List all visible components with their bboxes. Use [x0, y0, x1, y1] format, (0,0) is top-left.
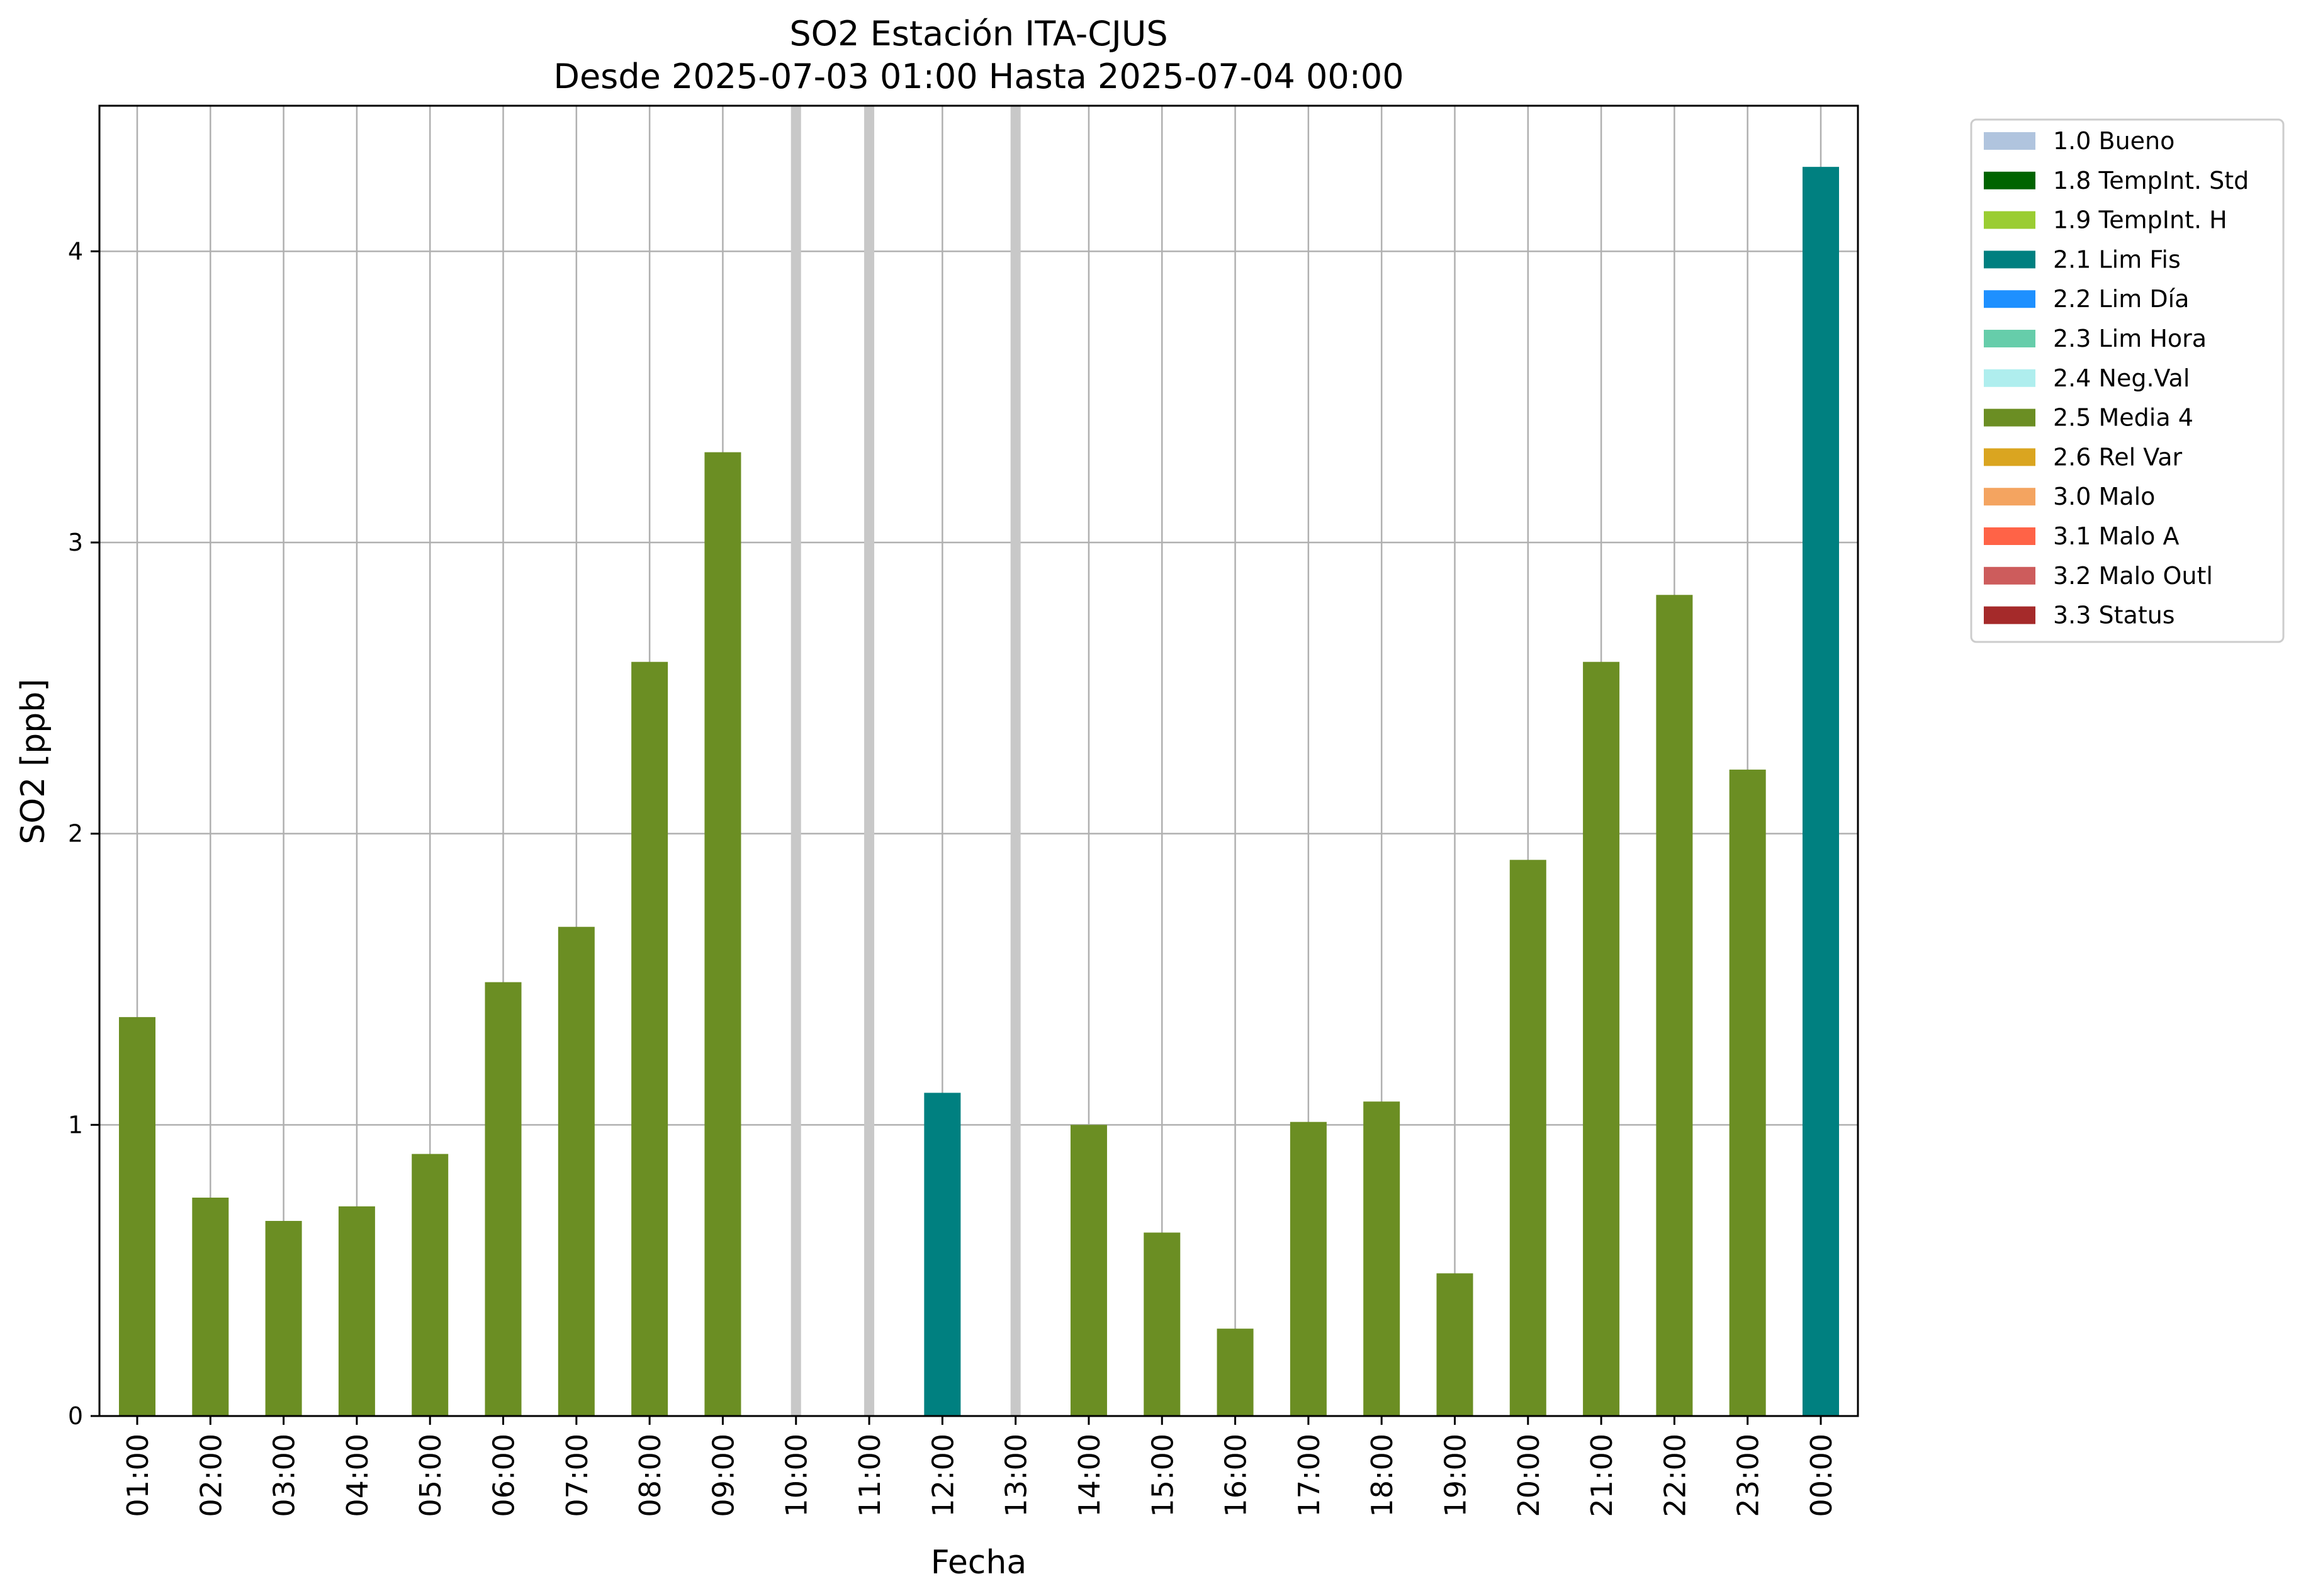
legend-swatch — [1984, 566, 2035, 585]
x-tick-label: 04:00 — [340, 1434, 374, 1517]
x-tick-label: 09:00 — [706, 1434, 740, 1517]
legend-label: 3.2 Malo Outl — [2053, 562, 2213, 590]
x-tick-label: 00:00 — [1804, 1434, 1838, 1517]
bar — [1436, 1273, 1473, 1416]
legend-label: 3.3 Status — [2053, 602, 2175, 629]
x-tick-label: 07:00 — [560, 1434, 594, 1517]
legend-swatch — [1984, 369, 2035, 387]
bar — [265, 1221, 302, 1416]
x-tick-label: 16:00 — [1219, 1434, 1253, 1517]
x-tick-label: 08:00 — [633, 1434, 667, 1517]
bar — [412, 1154, 449, 1416]
legend-swatch — [1984, 132, 2035, 150]
legend-label: 2.2 Lim Día — [2053, 285, 2189, 313]
legend-swatch — [1984, 250, 2035, 269]
x-axis-ticks: 01:00 02:00 03:00 04:00 05:00 06:00 07:00 08:00… — [121, 1416, 1838, 1517]
x-tick-label: 23:00 — [1731, 1434, 1765, 1517]
x-tick-label: 21:00 — [1585, 1434, 1619, 1517]
y-axis-ticks: 0 1 2 3 4 — [68, 237, 99, 1430]
bar — [704, 452, 741, 1417]
missing-data-markers — [790, 106, 1021, 1416]
x-tick-label: 03:00 — [267, 1434, 301, 1517]
bar — [485, 982, 522, 1416]
legend-label: 3.0 Malo — [2053, 483, 2155, 510]
bar — [1509, 860, 1546, 1416]
legend-label: 3.1 Malo A — [2053, 522, 2179, 550]
bars — [119, 167, 1839, 1417]
x-tick-label: 10:00 — [780, 1434, 814, 1517]
legend-label: 2.4 Neg.Val — [2053, 364, 2190, 392]
legend-frame — [1970, 118, 2285, 643]
x-tick-label: 12:00 — [926, 1434, 960, 1517]
y-tick-label: 0 — [68, 1402, 83, 1430]
legend-swatch — [1984, 448, 2035, 466]
chart-title: SO2 Estación ITA-CJUS — [789, 14, 1167, 53]
bar — [558, 926, 595, 1416]
legend-swatch — [1984, 211, 2035, 229]
x-tick-label: 13:00 — [999, 1434, 1033, 1517]
bar — [338, 1206, 375, 1416]
x-tick-label: 11:00 — [853, 1434, 887, 1517]
legend-swatch — [1984, 527, 2035, 545]
y-tick-label: 4 — [68, 237, 83, 265]
chart-subtitle: Desde 2025-07-03 01:00 Hasta 2025-07-04 … — [553, 57, 1404, 96]
bar — [1217, 1329, 1254, 1416]
bar — [1656, 595, 1693, 1416]
bar — [1363, 1101, 1400, 1416]
bar — [1803, 167, 1839, 1416]
bar — [1070, 1125, 1107, 1416]
legend-swatch — [1984, 606, 2035, 624]
legend-label: 1.9 TempInt. H — [2053, 206, 2227, 234]
x-tick-label: 06:00 — [487, 1434, 521, 1517]
legend-swatch — [1984, 408, 2035, 427]
x-tick-label: 01:00 — [121, 1434, 155, 1517]
legend-label: 2.1 Lim Fis — [2053, 245, 2181, 273]
x-tick-label: 22:00 — [1658, 1434, 1692, 1517]
missing-data-marker — [1010, 106, 1021, 1416]
x-tick-label: 20:00 — [1512, 1434, 1546, 1517]
plot-frame — [98, 104, 1859, 1417]
bar — [631, 661, 668, 1416]
legend-label: 2.6 Rel Var — [2053, 443, 2183, 471]
y-tick-label: 1 — [68, 1111, 83, 1138]
legend-swatch — [1984, 290, 2035, 308]
bar — [924, 1093, 961, 1416]
y-tick-label: 3 — [68, 529, 83, 556]
legend-label: 1.0 Bueno — [2053, 127, 2174, 155]
bar — [119, 1017, 155, 1416]
legend-label: 1.8 TempInt. Std — [2053, 167, 2249, 194]
legend: 1.0 Bueno 1.8 TempInt. Std 1.9 TempInt. H 2… — [1970, 118, 2285, 643]
bar — [192, 1198, 229, 1416]
legend-swatch — [1984, 171, 2035, 189]
y-axis-label: SO2 [ppb] — [14, 678, 52, 844]
x-tick-label: 05:00 — [414, 1434, 447, 1517]
legend-swatch — [1984, 330, 2035, 347]
x-tick-label: 18:00 — [1365, 1434, 1399, 1517]
legend-label: 2.5 Media 4 — [2053, 404, 2193, 432]
missing-data-marker — [864, 106, 875, 1416]
x-tick-label: 19:00 — [1438, 1434, 1472, 1517]
legend-swatch — [1984, 488, 2035, 506]
x-tick-label: 14:00 — [1072, 1434, 1106, 1517]
x-tick-label: 15:00 — [1145, 1434, 1179, 1517]
bar — [1290, 1121, 1327, 1416]
x-tick-label: 17:00 — [1292, 1434, 1326, 1517]
bar — [1583, 661, 1620, 1416]
y-tick-label: 2 — [68, 820, 83, 848]
bar — [1729, 769, 1766, 1416]
legend-items: 1.0 Bueno 1.8 TempInt. Std 1.9 TempInt. H 2… — [1984, 127, 2249, 629]
bar — [1144, 1232, 1181, 1416]
missing-data-marker — [790, 106, 801, 1416]
legend-label: 2.3 Lim Hora — [2053, 325, 2207, 352]
x-tick-label: 02:00 — [194, 1434, 228, 1517]
x-axis-label: Fecha — [931, 1544, 1027, 1582]
